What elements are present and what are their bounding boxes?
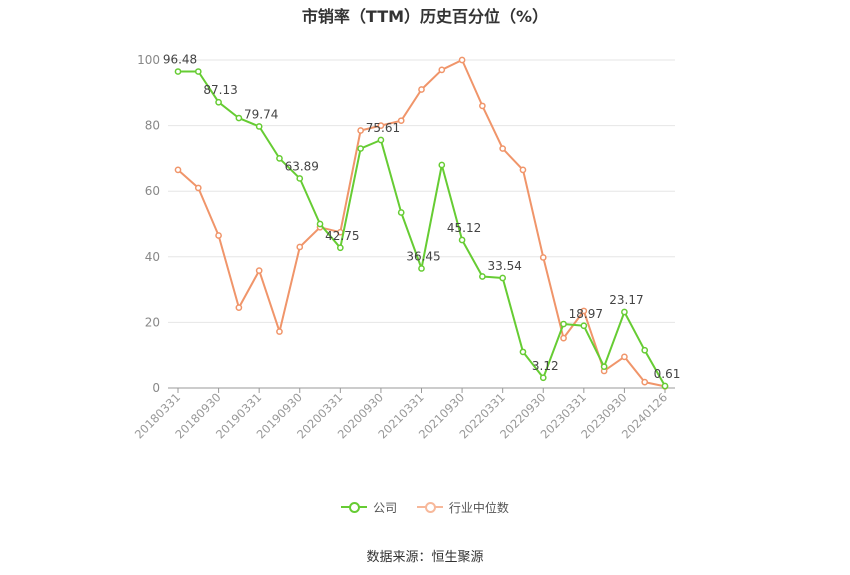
data-point-company bbox=[519, 348, 527, 356]
legend-label-company: 公司 bbox=[373, 500, 398, 515]
data-point-industry-median bbox=[458, 56, 466, 64]
data-point-company bbox=[235, 114, 243, 122]
data-point-company bbox=[336, 244, 344, 252]
y-tick-label: 60 bbox=[145, 184, 160, 198]
data-point-industry-median bbox=[276, 328, 283, 335]
data-point-industry-median bbox=[296, 243, 304, 251]
data-point-company bbox=[194, 68, 202, 75]
legend-line-orange-icon bbox=[416, 502, 443, 513]
data-point-industry-median bbox=[357, 127, 364, 134]
y-tick-label: 80 bbox=[145, 119, 160, 133]
data-point-company bbox=[560, 320, 567, 328]
data-point-industry-median bbox=[560, 334, 567, 342]
data-label: 87.13 bbox=[203, 83, 237, 97]
data-point-industry-median bbox=[580, 307, 588, 315]
data-label: 79.74 bbox=[244, 107, 278, 121]
chart-title: 市销率（TTM）历史百分位（%） bbox=[301, 7, 549, 26]
chart-legend: 公司 行业中位数 bbox=[0, 497, 850, 516]
data-label: 42.75 bbox=[325, 229, 359, 243]
data-point-company bbox=[397, 209, 405, 216]
data-point-company bbox=[621, 308, 628, 316]
data-point-company bbox=[357, 145, 364, 152]
data-point-company bbox=[276, 155, 283, 162]
data-point-company bbox=[499, 274, 507, 282]
data-point-industry-median bbox=[397, 117, 405, 125]
data-point-industry-median bbox=[621, 353, 628, 361]
data-point-company bbox=[418, 265, 425, 272]
legend-item-industry-median[interactable]: 行业中位数 bbox=[416, 499, 509, 516]
data-point-industry-median bbox=[539, 254, 547, 261]
legend-item-company[interactable]: 公司 bbox=[341, 499, 397, 516]
data-label: 23.17 bbox=[609, 293, 643, 307]
data-label: 45.12 bbox=[447, 221, 481, 235]
y-tick-label: 40 bbox=[145, 250, 160, 264]
data-point-company bbox=[377, 136, 385, 144]
data-label: 33.54 bbox=[487, 259, 521, 273]
data-label: 3.12 bbox=[532, 359, 559, 373]
data-point-company bbox=[458, 236, 466, 244]
data-point-industry-median bbox=[479, 102, 486, 110]
data-point-company bbox=[316, 220, 324, 228]
data-point-company bbox=[296, 175, 304, 182]
legend-label-industry-median: 行业中位数 bbox=[448, 500, 509, 515]
data-point-company bbox=[215, 98, 222, 106]
legend-line-green-icon bbox=[341, 502, 368, 513]
data-label: 63.89 bbox=[285, 159, 319, 173]
data-point-company bbox=[600, 363, 608, 371]
data-label: 75.61 bbox=[366, 121, 400, 135]
y-tick-label: 20 bbox=[145, 315, 160, 329]
data-point-industry-median bbox=[255, 267, 263, 274]
data-point-company bbox=[255, 123, 263, 130]
data-label: 36.45 bbox=[406, 249, 440, 263]
data-point-industry-median bbox=[519, 166, 527, 174]
data-point-company bbox=[438, 161, 446, 169]
data-point-company bbox=[174, 68, 182, 75]
data-point-industry-median bbox=[499, 145, 507, 152]
data-label: 18.97 bbox=[569, 307, 603, 321]
data-point-company bbox=[479, 273, 486, 280]
data-label: 0.61 bbox=[654, 367, 681, 381]
data-source-note: 数据来源：恒生聚源 bbox=[366, 550, 484, 565]
data-point-industry-median bbox=[215, 232, 222, 239]
data-point-company bbox=[580, 322, 588, 330]
y-tick-label: 0 bbox=[152, 381, 160, 395]
data-point-industry-median bbox=[418, 86, 425, 93]
data-point-company bbox=[539, 374, 547, 382]
data-label: 96.48 bbox=[163, 53, 197, 67]
data-point-industry-median bbox=[377, 122, 385, 129]
data-point-company bbox=[641, 346, 649, 354]
data-point-industry-median bbox=[438, 66, 446, 74]
y-tick-label: 100 bbox=[137, 53, 160, 67]
data-point-company bbox=[661, 382, 669, 390]
data-point-industry-median bbox=[174, 166, 182, 174]
data-point-industry-median bbox=[235, 304, 243, 311]
data-point-industry-median bbox=[641, 378, 649, 386]
data-point-industry-median bbox=[194, 184, 202, 192]
